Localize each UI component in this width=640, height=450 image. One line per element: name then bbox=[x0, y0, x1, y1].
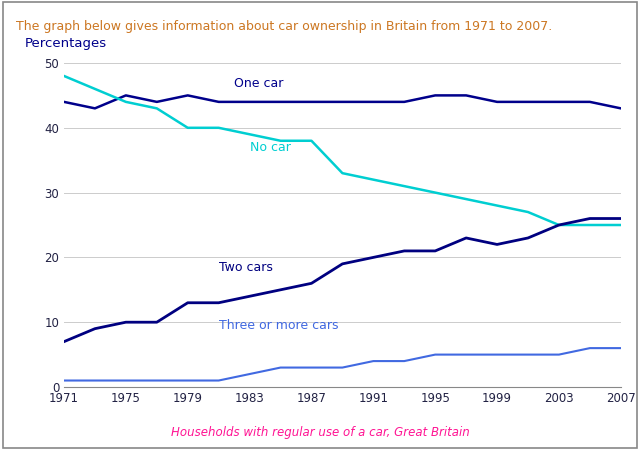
Text: Percentages: Percentages bbox=[25, 37, 107, 50]
Text: The graph below gives information about car ownership in Britain from 1971 to 20: The graph below gives information about … bbox=[16, 20, 552, 33]
Text: Two cars: Two cars bbox=[219, 261, 273, 274]
Text: Households with regular use of a car, Great Britain: Households with regular use of a car, Gr… bbox=[171, 426, 469, 439]
Text: One car: One car bbox=[234, 77, 284, 90]
Text: No car: No car bbox=[250, 141, 291, 154]
Text: Three or more cars: Three or more cars bbox=[219, 319, 338, 332]
